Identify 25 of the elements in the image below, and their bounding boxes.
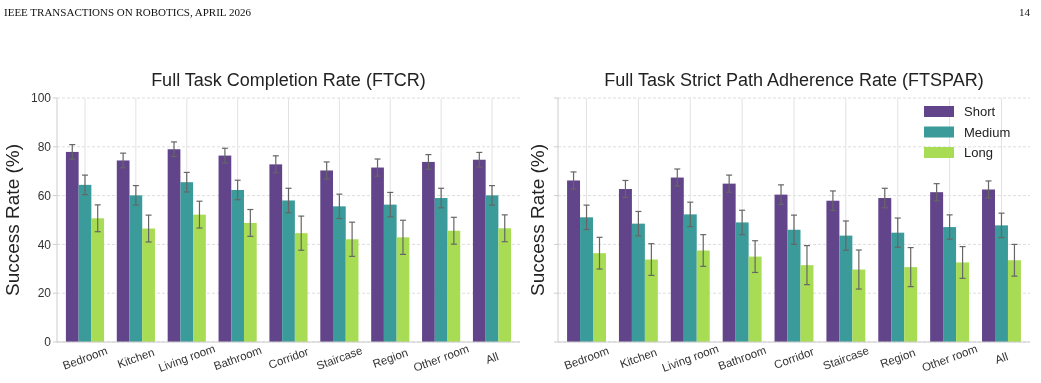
y-tick-label: 40 <box>37 237 52 252</box>
chart-title: Full Task Completion Rate (FTCR) <box>151 70 426 90</box>
y-tick-label: 60 <box>37 188 52 203</box>
y-tick-label: 100 <box>30 91 52 106</box>
text: 14 <box>1019 6 1031 18</box>
y-tick-label: 0 <box>44 335 52 350</box>
x-tick-label: Corridor <box>266 345 311 371</box>
legend-label: Medium <box>964 124 1011 140</box>
legend-label: Long <box>964 145 993 160</box>
legend-label: Short <box>964 104 996 119</box>
x-tick-label: Other room <box>920 342 979 374</box>
y-tick-label: 80 <box>37 140 52 154</box>
chart-title: Full Task Strict Path Adherence Rate (FTSPAR) <box>604 70 984 90</box>
x-tick-label: Corridor <box>772 345 816 371</box>
y-tick-label: 20 <box>37 286 52 301</box>
x-tick-label: Kitchen <box>618 345 659 371</box>
x-tick-label: Region <box>371 346 410 370</box>
y-axis-title: Success Rate (%) <box>2 143 23 297</box>
y-axis-title: Success Rate (%) <box>527 143 548 297</box>
text: IEEE TRANSACTIONS ON ROBOTICS, APRIL 2026 <box>4 6 252 18</box>
x-tick-label: Other room <box>411 342 471 374</box>
x-tick-label: All <box>483 350 501 366</box>
x-tick-label: All <box>993 350 1010 366</box>
x-tick-label: Kitchen <box>115 345 156 371</box>
x-tick-label: Region <box>878 346 917 370</box>
